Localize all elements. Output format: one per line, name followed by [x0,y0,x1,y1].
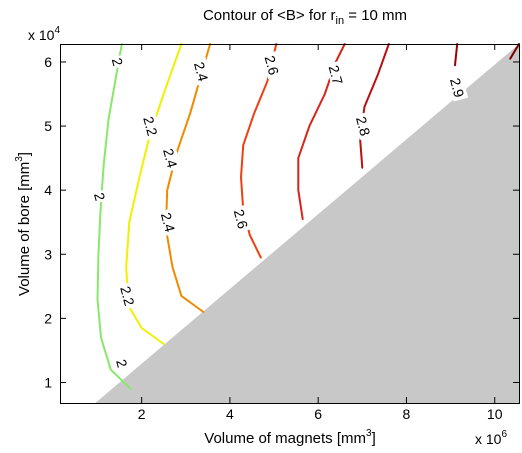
y-tick-label: 5 [44,118,52,134]
y-tick-label: 6 [44,54,52,70]
contour-label-2.2: 2.2 [140,111,162,140]
contour-label-2.6: 2.6 [262,51,283,80]
contour-line-2 [96,43,132,390]
contour-line-2.6 [240,43,278,259]
contour-label-2.6: 2.6 [231,204,252,233]
x-axis-multiplier: x 106 [475,429,507,447]
svg-text:2.2: 2.2 [140,115,161,138]
contour-label-2.7: 2.7 [326,60,347,89]
contour-label-2: 2 [91,189,109,204]
svg-text:2.4: 2.4 [160,147,181,170]
svg-text:2: 2 [91,191,109,203]
chart-title: Contour of <B> for rin = 10 mm [203,7,407,27]
contour-label-2: 2 [109,54,127,70]
contour-label-2.8: 2.8 [353,111,375,140]
x-tick-label: 10 [487,406,503,422]
contour-line-2.2 [125,43,183,345]
svg-text:2.8: 2.8 [353,115,374,138]
y-axis-multiplier: x 104 [28,25,60,43]
y-tick-label: 1 [44,374,52,390]
contour-label-2.2: 2.2 [117,281,139,310]
svg-text:2.9: 2.9 [447,76,468,99]
contour-line-2.9 [454,43,459,67]
contour-label-2: 2 [113,355,131,371]
excluded-region [95,44,520,403]
y-axis-label: Volume of bore [mm3] [14,152,33,296]
x-tick-label: 6 [314,406,322,422]
contour-label-2.9: 2.9 [447,73,469,102]
plot-area: 2 2 2 2.2 2.2 2.4 2.4 2.4 2.6 2.6 2.7 2.8 2.9 [91,43,520,403]
contour-label-2.4: 2.4 [160,143,182,172]
y-tick-label: 4 [44,182,52,198]
x-axis-label: Volume of magnets [mm3] [204,428,375,447]
y-tick-label: 3 [44,246,52,262]
svg-text:2: 2 [113,357,131,369]
contour-line-2.4 [164,43,212,313]
contour-line-2.8 [359,43,390,169]
y-tick-label: 2 [44,310,52,326]
svg-text:2.2: 2.2 [117,284,138,307]
contour-line-3 [509,43,520,60]
svg-text:2.6: 2.6 [262,54,283,77]
svg-text:2: 2 [109,56,127,68]
svg-text:2.4: 2.4 [158,211,179,234]
x-tick-label: 4 [226,406,234,422]
svg-text:2.7: 2.7 [326,63,347,86]
x-tick-label: 2 [138,406,146,422]
contour-label-2.4: 2.4 [191,57,213,86]
svg-text:2.4: 2.4 [191,60,212,83]
x-tick-label: 8 [403,406,411,422]
axes-box [60,44,520,404]
svg-text:2.6: 2.6 [231,208,252,231]
contour-label-2.4: 2.4 [158,208,180,237]
